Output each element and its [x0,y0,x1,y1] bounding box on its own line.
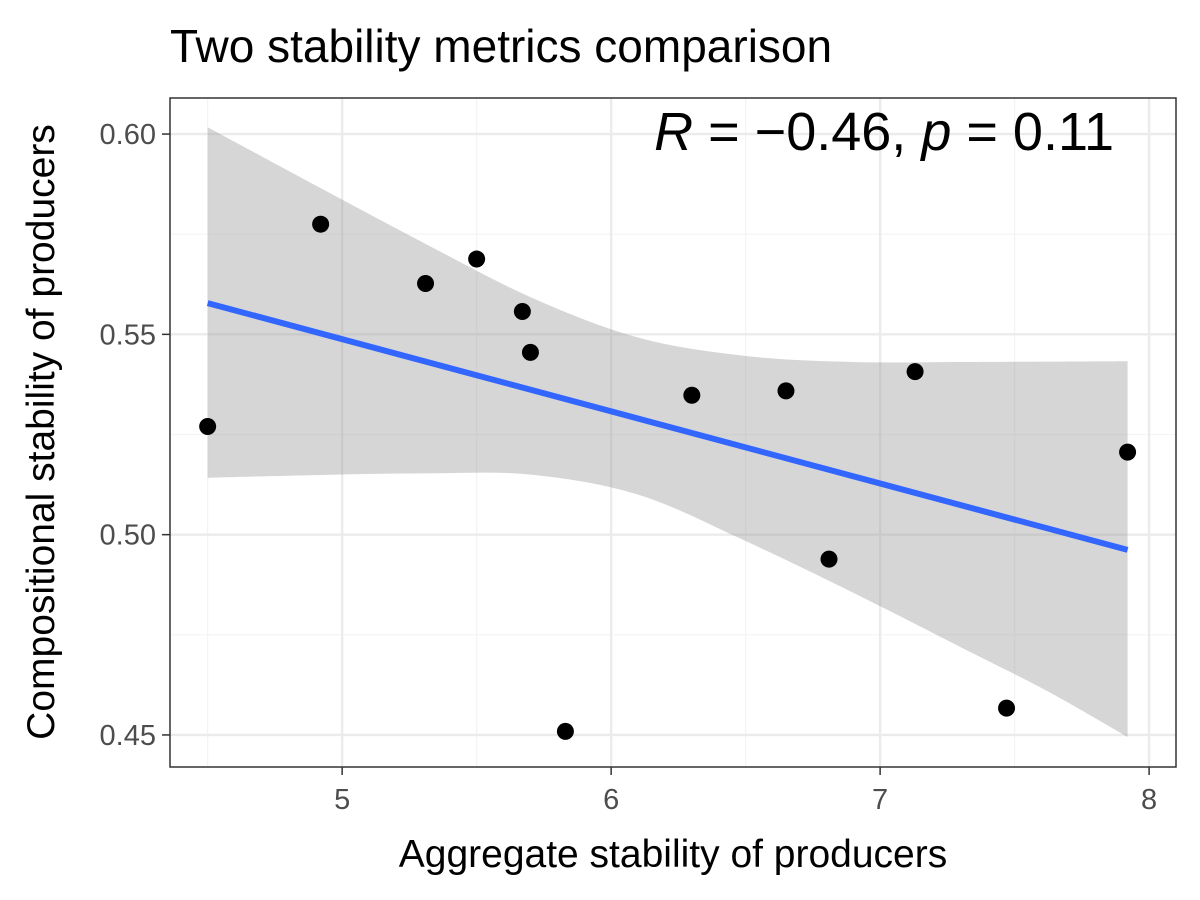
chart-title: Two stability metrics comparison [170,20,832,72]
x-tick-label: 5 [334,784,350,816]
data-point [820,550,838,568]
y-tick-label: 0.55 [100,319,156,351]
regression-line [206,300,1129,553]
data-points [199,215,1137,740]
x-axis-title: Aggregate stability of producers [399,833,947,876]
p-label: p [919,102,951,162]
data-point [777,382,795,400]
data-point [521,343,539,361]
y-axis-title: Compositional stability of producers [20,124,63,740]
y-tick-label: 0.50 [100,520,156,552]
x-tick-label: 6 [603,784,619,816]
x-axis-ticks: 5 6 7 8 [334,767,1157,816]
y-tick-label: 0.60 [100,119,156,151]
r-label: R [654,102,693,162]
data-point [513,303,531,321]
correlation-annotation: R = −0.46, p = 0.11 [654,102,1114,162]
data-point [906,363,924,381]
y-axis-ticks: 0.45 0.50 0.55 0.60 [100,119,170,752]
confidence-band-layer [207,127,1128,737]
p-value: 0.11 [1013,102,1114,162]
data-point [468,250,486,268]
data-point [199,417,217,435]
r-value: −0.46 [755,102,892,162]
data-point [312,215,330,233]
fit-line-layer [206,300,1129,553]
grid [170,98,1176,767]
x-tick-label: 7 [872,784,888,816]
confidence-band [207,127,1128,737]
panel-border [169,97,1177,768]
data-point [556,722,574,740]
y-tick-label: 0.45 [100,720,156,752]
data-point [683,386,701,404]
data-point [1119,443,1137,461]
data-point [998,699,1016,717]
data-point [417,274,435,292]
x-tick-label: 8 [1141,784,1157,816]
